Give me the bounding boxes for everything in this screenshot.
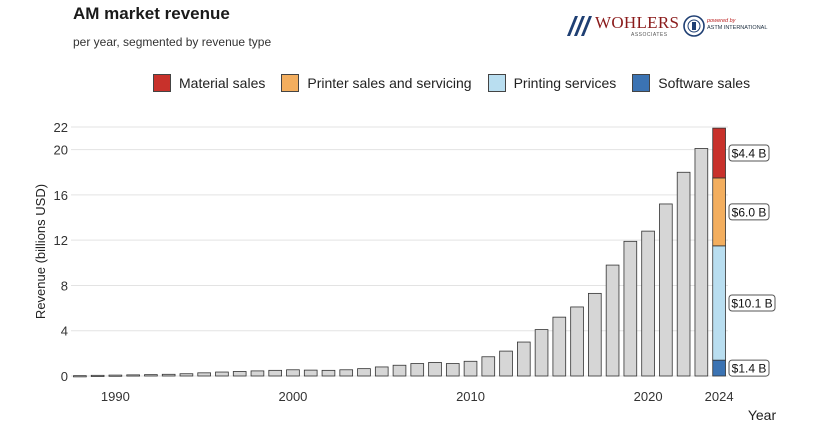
bar-2011 <box>481 356 496 377</box>
bar-2022 <box>676 171 691 377</box>
bar-2015 <box>552 316 567 377</box>
bar-2021 <box>659 203 673 377</box>
bar-2013 <box>517 341 531 377</box>
legend-swatch-software-sales <box>632 74 651 92</box>
stacked-segment-printing-services <box>712 245 726 361</box>
legend-swatch-printer-sales <box>281 74 300 92</box>
bar-1999 <box>268 369 282 377</box>
stacked-segment-printer-sales-and-servicing <box>712 177 726 247</box>
bar-2017 <box>588 292 602 377</box>
bar-2000 <box>286 369 300 377</box>
legend-item-software-sales: Software sales <box>632 74 750 92</box>
x-axis-title: Year <box>748 407 777 423</box>
bar-1988 <box>73 375 87 378</box>
value-label-box <box>728 359 770 377</box>
x-tick-label: 2010 <box>456 389 485 404</box>
y-tick-label: 22 <box>54 120 68 135</box>
bar-2023 <box>694 148 709 377</box>
value-label: $1.4 B <box>732 362 767 376</box>
bar-1998 <box>250 370 265 377</box>
bar-2005 <box>374 366 389 377</box>
bar-2019 <box>623 240 638 377</box>
value-label-box <box>728 144 770 162</box>
bar-1993 <box>161 373 176 377</box>
y-tick-label: 16 <box>54 188 68 203</box>
x-tick-label: 2020 <box>634 389 663 404</box>
bar-1991 <box>126 374 140 377</box>
bar-1992 <box>144 374 158 377</box>
bar-2003 <box>339 369 354 377</box>
value-label: $10.1 B <box>731 296 772 310</box>
y-tick-label: 0 <box>61 369 68 384</box>
wohlers-subtext: ASSOCIATES <box>631 32 668 38</box>
bar-2010 <box>463 360 478 377</box>
stacked-segment-material-sales <box>712 127 726 179</box>
y-tick-label: 20 <box>54 143 68 158</box>
bar-1989 <box>90 374 105 377</box>
astm-logo: powered by ASTM INTERNATIONAL <box>683 12 783 42</box>
bar-1990 <box>108 374 123 377</box>
chart-subtitle: per year, segmented by revenue type <box>73 35 272 49</box>
bar-2007 <box>410 363 425 377</box>
chart-legend: Material sales Printer sales and servici… <box>153 71 766 95</box>
astm-powered-text: powered by <box>707 18 736 24</box>
legend-swatch-material-sales <box>153 74 171 92</box>
legend-label-material-sales: Material sales <box>179 75 266 91</box>
y-tick-label: 12 <box>54 233 68 248</box>
x-tick-label: 1990 <box>101 389 130 404</box>
bar-2020 <box>641 230 655 377</box>
bar-2018 <box>605 264 620 377</box>
value-label: $6.0 B <box>732 205 767 219</box>
bar-2012 <box>499 350 513 377</box>
bar-2008 <box>428 362 442 377</box>
bar-1996 <box>215 371 229 377</box>
legend-label-software-sales: Software sales <box>658 75 751 91</box>
bar-2016 <box>570 306 584 377</box>
bar-1997 <box>232 371 247 377</box>
bar-1994 <box>179 373 194 377</box>
value-label: $4.4 B <box>732 147 767 161</box>
value-label-box <box>728 294 776 312</box>
bar-2009 <box>445 363 460 377</box>
bar-2004 <box>357 368 371 377</box>
x-tick-label: 2000 <box>278 389 307 404</box>
wohlers-wordmark: WOHLERS <box>595 13 680 32</box>
bar-2001 <box>303 369 318 377</box>
y-axis-title: Revenue (billions USD) <box>33 184 48 319</box>
y-tick-label: 4 <box>61 324 68 339</box>
legend-item-printer-sales: Printer sales and servicing <box>281 74 472 92</box>
legend-item-printing-services: Printing services <box>487 74 617 92</box>
legend-label-printing-services: Printing services <box>513 75 617 91</box>
wohlers-mark-icon <box>567 16 592 36</box>
bar-1995 <box>197 372 211 377</box>
bar-2014 <box>534 329 549 377</box>
y-tick-label: 8 <box>61 278 68 293</box>
x-tick-label: 2024 <box>705 389 734 404</box>
chart-title: AM market revenue <box>73 4 230 23</box>
logos: WOHLERS ASSOCIATES powered by ASTM INTER… <box>565 12 780 42</box>
stacked-segment-software-sales <box>712 359 726 377</box>
astm-wordmark: ASTM INTERNATIONAL <box>707 25 768 31</box>
bar-2002 <box>321 369 336 377</box>
bar-2006 <box>392 364 407 377</box>
legend-label-printer-sales: Printer sales and servicing <box>307 75 472 91</box>
legend-item-material-sales: Material sales <box>153 74 265 92</box>
astm-seal-icon <box>683 15 705 37</box>
legend-swatch-printing-services <box>487 74 506 92</box>
value-label-box <box>728 203 770 221</box>
wohlers-logo: WOHLERS ASSOCIATES <box>565 12 680 42</box>
